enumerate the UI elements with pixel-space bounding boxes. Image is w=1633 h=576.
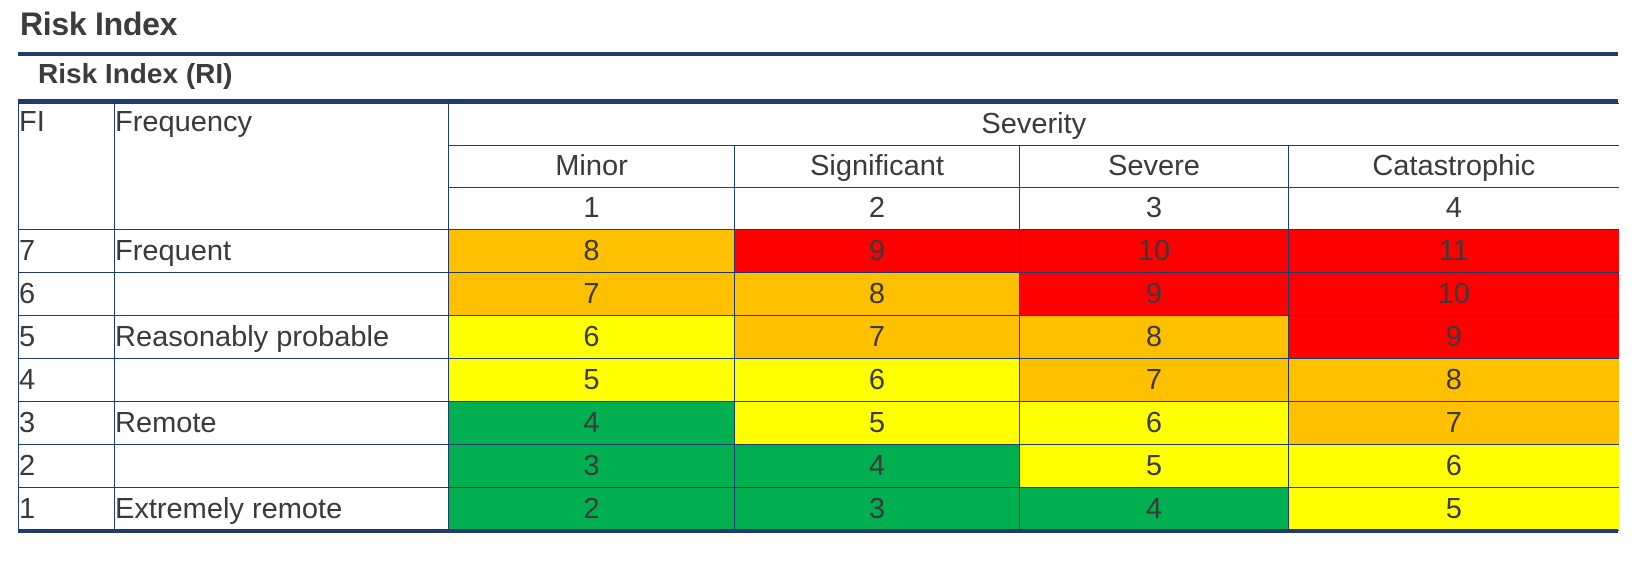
- risk-cell: 6: [448, 315, 735, 359]
- risk-cell: 7: [1287, 401, 1619, 445]
- frequency-label: Frequent: [114, 229, 449, 273]
- risk-index-table: FI Frequency Severity Minor Significant …: [18, 103, 1619, 531]
- risk-cell: 10: [1019, 229, 1289, 273]
- page-title: Risk Index: [20, 6, 178, 42]
- severity-number-2: 2: [734, 187, 1020, 230]
- risk-cell: 8: [734, 272, 1020, 316]
- risk-row: 5 Reasonably probable 6 7 8 9: [18, 315, 1619, 359]
- risk-cell: 4: [734, 444, 1020, 488]
- fi-value: 5: [18, 315, 115, 359]
- risk-cell: 5: [734, 401, 1020, 445]
- risk-cell: 10: [1287, 272, 1619, 316]
- risk-cell: 3: [448, 444, 735, 488]
- risk-row: 6 7 8 9 10: [18, 272, 1619, 316]
- fi-value: 2: [18, 444, 115, 488]
- risk-row: 1 Extremely remote 2 3 4 5: [18, 487, 1619, 531]
- fi-value: 7: [18, 229, 115, 273]
- risk-cell: 5: [1287, 487, 1619, 531]
- risk-cell: 4: [1019, 487, 1289, 531]
- risk-cell: 6: [1019, 401, 1289, 445]
- section-title: Risk Index (RI): [38, 58, 233, 89]
- fi-header: FI: [18, 103, 115, 230]
- risk-cell: 5: [1019, 444, 1289, 488]
- frequency-label: Reasonably probable: [114, 315, 449, 359]
- risk-cell: 9: [734, 229, 1020, 273]
- fi-value: 4: [18, 358, 115, 402]
- risk-cell: 5: [448, 358, 735, 402]
- frequency-label: [114, 272, 449, 316]
- fi-value: 1: [18, 487, 115, 531]
- severity-number-1: 1: [448, 187, 735, 230]
- risk-cell: 2: [448, 487, 735, 531]
- severity-level-catastrophic: Catastrophic: [1287, 145, 1619, 188]
- risk-cell: 8: [1287, 358, 1619, 402]
- severity-number-3: 3: [1019, 187, 1289, 230]
- frequency-header: Frequency: [114, 103, 449, 230]
- risk-cell: 9: [1287, 315, 1619, 359]
- risk-cell: 6: [734, 358, 1020, 402]
- risk-cell: 8: [448, 229, 735, 273]
- risk-row: 7 Frequent 8 9 10 11: [18, 229, 1619, 273]
- risk-cell: 4: [448, 401, 735, 445]
- severity-level-severe: Severe: [1019, 145, 1289, 188]
- risk-cell: 3: [734, 487, 1020, 531]
- severity-number-4: 4: [1287, 187, 1619, 230]
- risk-cell: 11: [1287, 229, 1619, 273]
- table-bottom-rule: [18, 529, 1618, 533]
- frequency-label: [114, 444, 449, 488]
- risk-cell: 8: [1019, 315, 1289, 359]
- title-rule: [18, 52, 1618, 56]
- severity-level-significant: Significant: [734, 145, 1020, 188]
- risk-cell: 6: [1287, 444, 1619, 488]
- frequency-label: Remote: [114, 401, 449, 445]
- severity-header: Severity: [447, 103, 1619, 146]
- fi-value: 6: [18, 272, 115, 316]
- fi-value: 3: [18, 401, 115, 445]
- risk-cell: 7: [734, 315, 1020, 359]
- frequency-label: Extremely remote: [114, 487, 449, 531]
- section-rule: [18, 99, 1618, 103]
- risk-cell: 7: [1019, 358, 1289, 402]
- frequency-label: [114, 358, 449, 402]
- risk-row: 3 Remote 4 5 6 7: [18, 401, 1619, 445]
- risk-cell: 9: [1019, 272, 1289, 316]
- risk-cell: 7: [448, 272, 735, 316]
- severity-level-minor: Minor: [448, 145, 735, 188]
